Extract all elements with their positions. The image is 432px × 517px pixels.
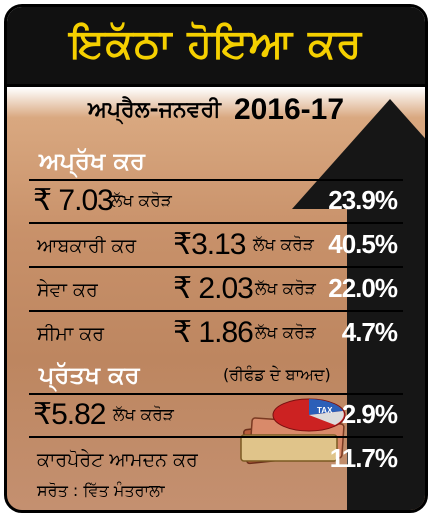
direct-total-unit: ਲੱਖ ਕਰੋੜ (113, 405, 174, 425)
divider (29, 310, 403, 312)
indirect-total-amount: ₹ 7.03 (33, 184, 114, 217)
excise-amount: ₹3.13 (173, 228, 246, 261)
indirect-total-row: ₹ 7.03 ਲੱਖ ਕਰੋੜ 23.9% (7, 181, 425, 221)
service-label: ਸੇਵਾ ਕਰ (37, 279, 98, 301)
infographic-card: ਇਕੱਠਾ ਹੋਇਆ ਕਰ ਅਪ੍ਰੈਲ-ਜਨਵਰੀ 2016-17 ਅਪ੍ਰੱ… (4, 4, 428, 513)
corporate-row: ਕਾਰਪੋਰੇਟ ਆਮਦਨ ਕਰ 11.7% (7, 439, 425, 479)
corporate-label: ਕਾਰਪੋਰੇਟ ਆਮਦਨ ਕਰ (37, 449, 198, 471)
up-arrow-head (292, 99, 425, 209)
service-unit: ਲੱਖ ਕਰੋੜ (255, 279, 316, 299)
indirect-total-unit: ਲੱਖ ਕਰੋੜ (111, 191, 172, 211)
pie-tax-label: TAX (317, 406, 333, 415)
service-amount: ₹ 2.03 (173, 272, 254, 305)
up-arrow-shaft (347, 197, 425, 510)
divider (29, 436, 403, 438)
page-title: ਇਕੱਠਾ ਹੋਇਆ ਕਰ (69, 21, 363, 67)
service-row: ਸੇਵਾ ਕਰ ₹ 2.03 ਲੱਖ ਕਰੋੜ 22.0% (7, 269, 425, 309)
divider (29, 179, 403, 181)
divider (29, 222, 403, 224)
customs-row: ਸੀਮਾ ਕਰ ₹ 1.86 ਲੱਖ ਕਰੋੜ 4.7% (7, 313, 425, 353)
period-label: ਅਪ੍ਰੈਲ-ਜਨਵਰੀ (87, 97, 221, 123)
indirect-tax-heading: ਅਪ੍ਰੱਖ ਕਰ (39, 147, 145, 175)
source-credit: ਸਰੋਤ : ਵਿੱਤ ਮੰਤਰਾਲਾ (37, 481, 165, 500)
excise-pct: 40.5% (328, 229, 398, 259)
excise-unit: ਲੱਖ ਕਰੋੜ (253, 235, 314, 255)
money-pie-illustration: TAX (240, 398, 346, 465)
indirect-total-pct: 23.9% (328, 185, 398, 215)
direct-total-row: ₹5.82 ਲੱਖ ਕਰੋੜ 2.9% (7, 395, 425, 435)
direct-total-amount: ₹5.82 (33, 398, 106, 431)
customs-label: ਸੀਮਾ ਕਰ (37, 323, 105, 345)
corporate-pct: 11.7% (329, 443, 398, 473)
service-pct: 22.0% (328, 273, 398, 303)
excise-label: ਆਬਕਾਰੀ ਕਰ (37, 235, 137, 257)
divider (29, 393, 403, 395)
customs-pct: 4.7% (341, 317, 398, 347)
direct-total-pct: 2.9% (341, 399, 398, 429)
title-bar: ਇਕੱਠਾ ਹੋਇਆ ਕਰ (7, 7, 425, 87)
excise-row: ਆਬਕਾਰੀ ਕਰ ₹3.13 ਲੱਖ ਕਰੋੜ 40.5% (7, 225, 425, 265)
direct-tax-heading: ਪ੍ਰੱਤਖ ਕਰ (39, 361, 140, 389)
customs-unit: ਲੱਖ ਕਰੋੜ (255, 323, 316, 343)
customs-amount: ₹ 1.86 (173, 316, 254, 349)
refund-note: (ਰੀਫੰਡ ਦੇ ਬਾਅਦ) (223, 365, 331, 384)
divider (29, 266, 403, 268)
